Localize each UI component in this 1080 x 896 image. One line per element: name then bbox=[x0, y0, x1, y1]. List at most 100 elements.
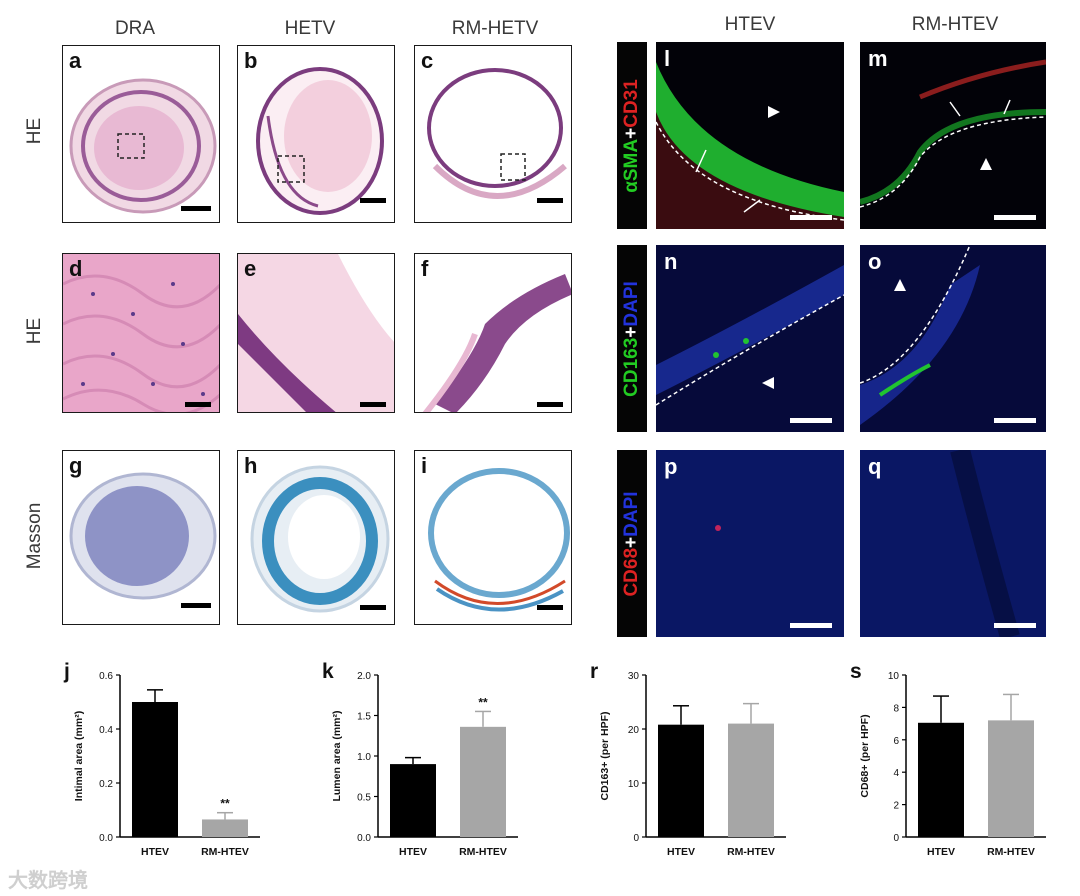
y-tick-label: 0 bbox=[633, 833, 639, 844]
panel-letter: a bbox=[69, 48, 82, 73]
y-axis-label: CD68+ (per HPF) bbox=[859, 714, 871, 797]
bar bbox=[918, 722, 964, 837]
masson-cross-section-image bbox=[428, 468, 570, 612]
category-label: RM-HTEV bbox=[727, 846, 775, 858]
significance-label: ** bbox=[220, 797, 230, 811]
y-tick-label: 0.2 bbox=[99, 779, 113, 790]
row-label-masson: Masson bbox=[24, 502, 45, 570]
chart-s-svg: 0 2 4 6 8 10 CD68+ (per HPF) HTEV RM-HTEV bbox=[859, 671, 1046, 858]
y-tick-label: 8 bbox=[893, 703, 899, 714]
fluorescence-image bbox=[656, 450, 844, 637]
fluorescence-image bbox=[860, 245, 980, 425]
y-axis-label: Lumen area (mm²) bbox=[331, 710, 343, 801]
scale-bar bbox=[360, 198, 386, 203]
panel-g-dra-masson: g bbox=[62, 450, 220, 625]
panel-letter: c bbox=[421, 48, 434, 73]
y-tick-label: 10 bbox=[628, 779, 640, 790]
bar bbox=[390, 764, 436, 837]
panel-letter: f bbox=[421, 256, 429, 281]
chart-letter-r: r bbox=[590, 660, 599, 683]
y-tick-label: 6 bbox=[893, 736, 899, 747]
panel-letter: g bbox=[69, 453, 83, 478]
panel-letter: n bbox=[664, 249, 678, 274]
panel-f-rm-hetv-he-zoom: f bbox=[414, 253, 572, 413]
panel-d-dra-he-zoom: d bbox=[62, 253, 220, 413]
y-tick-label: 0.4 bbox=[99, 725, 113, 736]
y-tick-label: 4 bbox=[893, 768, 899, 779]
he-cross-section-image bbox=[256, 67, 384, 215]
panel-n-htev-cd163-dapi: n bbox=[656, 245, 844, 432]
y-tick-label: 0 bbox=[893, 833, 899, 844]
y-tick-label: 1.0 bbox=[357, 752, 371, 763]
y-tick-label: 2.0 bbox=[357, 671, 371, 682]
chart-letter-j: j bbox=[64, 660, 70, 683]
panel-p-htev-cd68-dapi: p bbox=[656, 450, 844, 637]
fluorescence-image bbox=[860, 59, 1046, 208]
he-cross-section-image bbox=[69, 78, 217, 214]
bar bbox=[132, 702, 178, 837]
panel-e-hetv-he-zoom: e bbox=[237, 253, 395, 413]
chart-j-svg: 0.0 0.2 0.4 0.6 Intimal area (mm²) HTEV ** RM-H… bbox=[73, 671, 260, 858]
scale-bar bbox=[181, 206, 211, 211]
y-tick-label: 0.0 bbox=[357, 833, 371, 844]
category-label: RM-HTEV bbox=[201, 846, 249, 858]
scale-bar bbox=[994, 215, 1036, 220]
panel-letter: b bbox=[244, 48, 258, 73]
row-label-he-2: HE bbox=[24, 317, 45, 345]
column-header-rm-htev: RM-HTEV bbox=[911, 14, 999, 35]
scale-bar bbox=[181, 603, 211, 608]
category-label: RM-HTEV bbox=[459, 846, 507, 858]
panel-letter: m bbox=[868, 46, 888, 71]
scale-bar bbox=[537, 198, 563, 203]
scale-bar bbox=[360, 402, 386, 407]
y-tick-label: 30 bbox=[628, 671, 640, 682]
scale-bar bbox=[537, 605, 563, 610]
panel-i-rm-hetv-masson: i bbox=[414, 450, 572, 625]
chart-letter-s: s bbox=[850, 660, 862, 683]
panel-letter: o bbox=[868, 249, 882, 274]
scale-bar bbox=[790, 215, 832, 220]
y-tick-label: 10 bbox=[888, 671, 900, 682]
panel-letter: d bbox=[69, 256, 83, 281]
y-tick-label: 1.5 bbox=[357, 712, 371, 723]
category-label: HTEV bbox=[667, 846, 695, 858]
chart-k-lumen-area: 0.0 0.5 1.0 1.5 2.0 Lumen area (mm²) HTEV ** RM-… bbox=[318, 665, 538, 865]
panel-b-hetv-he: b bbox=[237, 45, 395, 223]
bar bbox=[988, 720, 1034, 837]
panel-o-rm-htev-cd163-dapi: o bbox=[860, 245, 1046, 432]
he-zoom-image bbox=[63, 274, 219, 412]
panel-h-hetv-masson: h bbox=[237, 450, 395, 625]
scale-bar bbox=[994, 418, 1036, 423]
masson-cross-section-image bbox=[69, 472, 217, 600]
panel-l-htev-asma-cd31: l bbox=[656, 42, 844, 229]
stain-label-cd163-dapi: CD163+DAPI bbox=[617, 245, 647, 432]
row-label-he-1: HE bbox=[24, 117, 45, 145]
bar bbox=[728, 723, 774, 837]
panel-letter: p bbox=[664, 454, 678, 479]
he-zoom-image bbox=[238, 254, 394, 412]
category-label: HTEV bbox=[399, 846, 427, 858]
panel-a-dra-he: a bbox=[62, 45, 220, 223]
scale-bar bbox=[537, 402, 563, 407]
significance-label: ** bbox=[478, 695, 488, 709]
column-header-rm-hetv: RM-HETV bbox=[451, 18, 539, 39]
he-cross-section-image bbox=[427, 68, 567, 199]
bar bbox=[460, 726, 506, 837]
watermark: 大数跨境 bbox=[8, 870, 88, 892]
y-tick-label: 20 bbox=[628, 725, 640, 736]
chart-letter-k: k bbox=[322, 660, 334, 683]
y-axis-label: Intimal area (mm²) bbox=[73, 711, 85, 801]
scale-bar bbox=[790, 623, 832, 628]
panel-c-rm-hetv-he: c bbox=[414, 45, 572, 223]
panel-m-rm-htev-asma-cd31: m bbox=[860, 42, 1046, 229]
chart-r-cd163: 0 10 20 30 CD163+ (per HPF) HTEV RM-HTEV bbox=[586, 665, 806, 865]
panel-letter: i bbox=[421, 453, 428, 478]
y-tick-label: 2 bbox=[893, 801, 899, 812]
panel-letter: l bbox=[664, 46, 671, 71]
panel-letter: h bbox=[244, 453, 258, 478]
scale-bar bbox=[360, 605, 386, 610]
stain-label-cd68-dapi: CD68+DAPI bbox=[617, 450, 647, 637]
bar bbox=[658, 724, 704, 837]
fluorescence-image bbox=[656, 62, 844, 229]
y-axis-label: CD163+ (per HPF) bbox=[599, 712, 611, 801]
